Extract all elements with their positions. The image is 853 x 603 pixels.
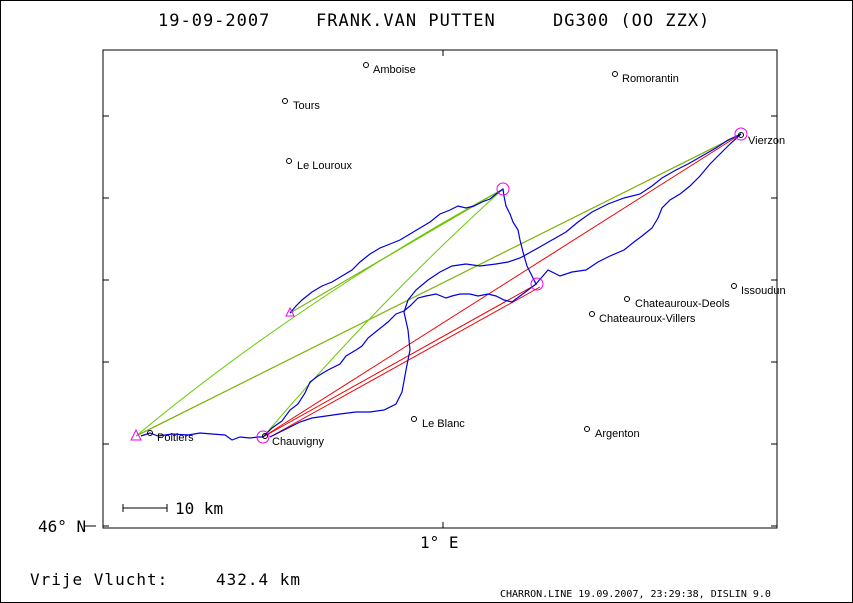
turnpoint-marker	[734, 127, 748, 141]
town-label-tours: Tours	[293, 100, 320, 112]
footer-info: CHARRON.LINE 19.09.2007, 23:29:38, DISLI…	[500, 589, 771, 600]
axis-ticks	[103, 50, 777, 528]
scale-bar	[122, 504, 168, 512]
alt-legs	[135, 133, 742, 438]
alt-leg	[135, 188, 504, 437]
town-label-le-blanc: Le Blanc	[422, 418, 465, 430]
map-border	[102, 49, 778, 529]
task-leg	[262, 283, 538, 438]
town-label-romorantin: Romorantin	[622, 73, 679, 85]
alt-leg	[135, 133, 742, 437]
scale-bar-label: 10 km	[175, 499, 223, 518]
finish-marker	[285, 306, 295, 317]
distance-value: 432.4 km	[216, 570, 301, 589]
town-label-chauvigny: Chauvigny	[272, 436, 324, 448]
title-date: 19-09-2007	[158, 11, 270, 31]
latitude-label: 46° N	[38, 517, 86, 536]
turnpoint-marker	[530, 277, 544, 291]
town-label-chateauroux-villers: Chateauroux-Villers	[599, 313, 696, 325]
town-label-le-louroux: Le Louroux	[297, 160, 353, 172]
distance-label: Vrije Vlucht:	[30, 570, 168, 589]
turnpoints	[130, 127, 748, 444]
alt-leg	[262, 188, 504, 438]
flight-track-east	[269, 133, 742, 438]
title-pilot: FRANK.VAN PUTTEN	[316, 11, 496, 31]
town-label-chateauroux-deols: Chateauroux-Deols	[635, 298, 730, 310]
task-leg	[269, 286, 541, 438]
town-dots	[147, 62, 744, 439]
town-label-vierzon: Vierzon	[748, 135, 785, 147]
town-label-argenton: Argenton	[595, 428, 640, 440]
longitude-label: 1° E	[420, 533, 459, 552]
flight-track	[140, 187, 537, 441]
start-marker	[130, 428, 142, 441]
task-leg	[262, 133, 742, 438]
town-label-poitiers: Poitiers	[157, 432, 194, 444]
town-label-issoudun: Issoudun	[741, 285, 786, 297]
turnpoint-marker	[496, 182, 510, 196]
town-label-amboise: Amboise	[373, 64, 416, 76]
title-glider: DG300 (OO ZZX)	[553, 11, 710, 31]
turnpoint-marker	[256, 430, 270, 444]
